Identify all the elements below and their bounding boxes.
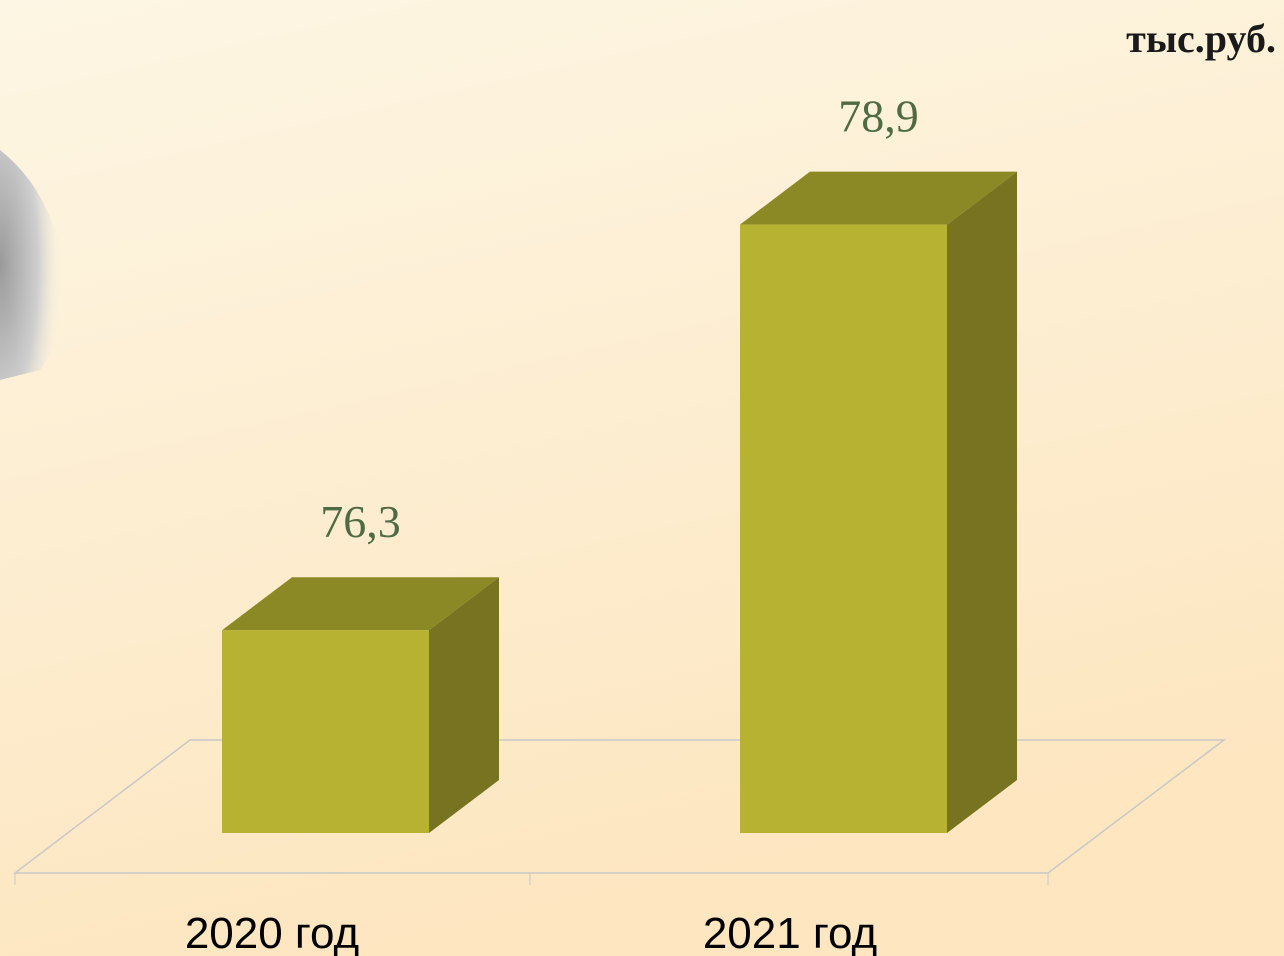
x-tick-label: 2020 год bbox=[185, 909, 359, 956]
decoration bbox=[0, 150, 64, 380]
value-label: 78,9 bbox=[838, 91, 919, 142]
bar-top bbox=[222, 577, 499, 631]
bar-top bbox=[740, 171, 1017, 225]
bar-side bbox=[947, 171, 1017, 834]
bar-side bbox=[429, 577, 499, 833]
bar bbox=[222, 630, 429, 833]
unit-label: тыс.руб. bbox=[1126, 16, 1276, 61]
bar bbox=[740, 224, 947, 834]
x-tick-label: 2021 год bbox=[703, 909, 877, 956]
floor bbox=[12, 739, 1227, 874]
value-label: 76,3 bbox=[320, 496, 401, 547]
